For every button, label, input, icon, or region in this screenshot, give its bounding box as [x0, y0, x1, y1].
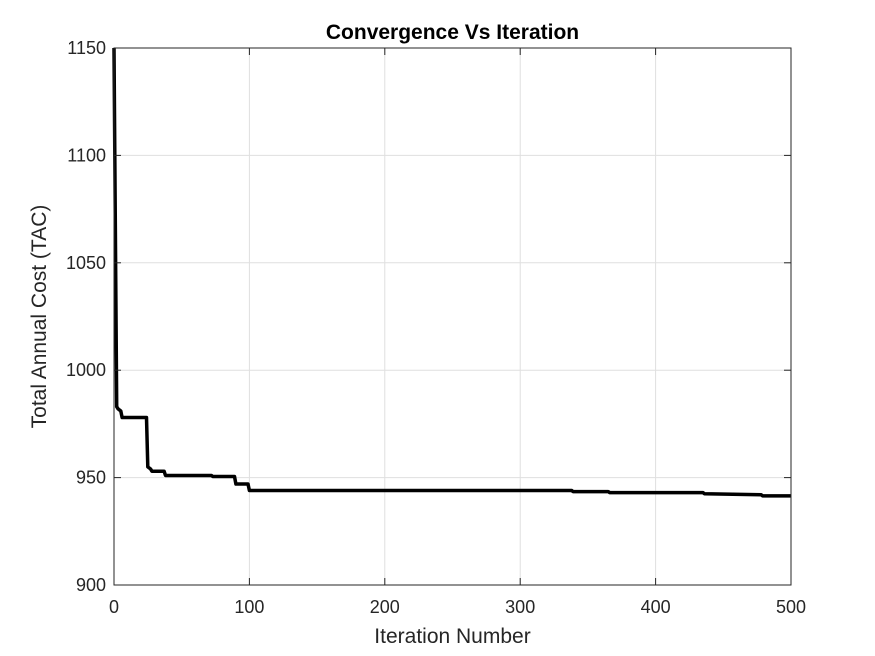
x-tick-label: 200 [370, 597, 400, 617]
y-tick-label: 950 [76, 468, 106, 488]
axis-ticks: 0 100 200 300 400 500 900 950 1000 1050 1100 1150 [66, 38, 806, 617]
x-axis-label: Iteration Number [374, 625, 530, 648]
x-tick-label: 500 [776, 597, 806, 617]
y-tick-label: 1050 [66, 253, 106, 273]
x-tick-label: 0 [109, 597, 119, 617]
chart-title: Convergence Vs Iteration [326, 21, 579, 44]
y-tick-label: 1100 [67, 145, 106, 165]
convergence-line [112, 47, 791, 498]
y-tick-label: 900 [76, 575, 106, 595]
grid-lines [113, 47, 792, 586]
axes-box [113, 47, 792, 586]
x-tick-label: 300 [505, 597, 535, 617]
x-tick-label: 100 [234, 597, 264, 617]
y-axis-label: Total Annual Cost (TAC) [28, 205, 51, 429]
y-tick-label: 1150 [67, 38, 106, 58]
x-tick-label: 400 [641, 597, 671, 617]
y-tick-label: 1000 [66, 360, 106, 380]
